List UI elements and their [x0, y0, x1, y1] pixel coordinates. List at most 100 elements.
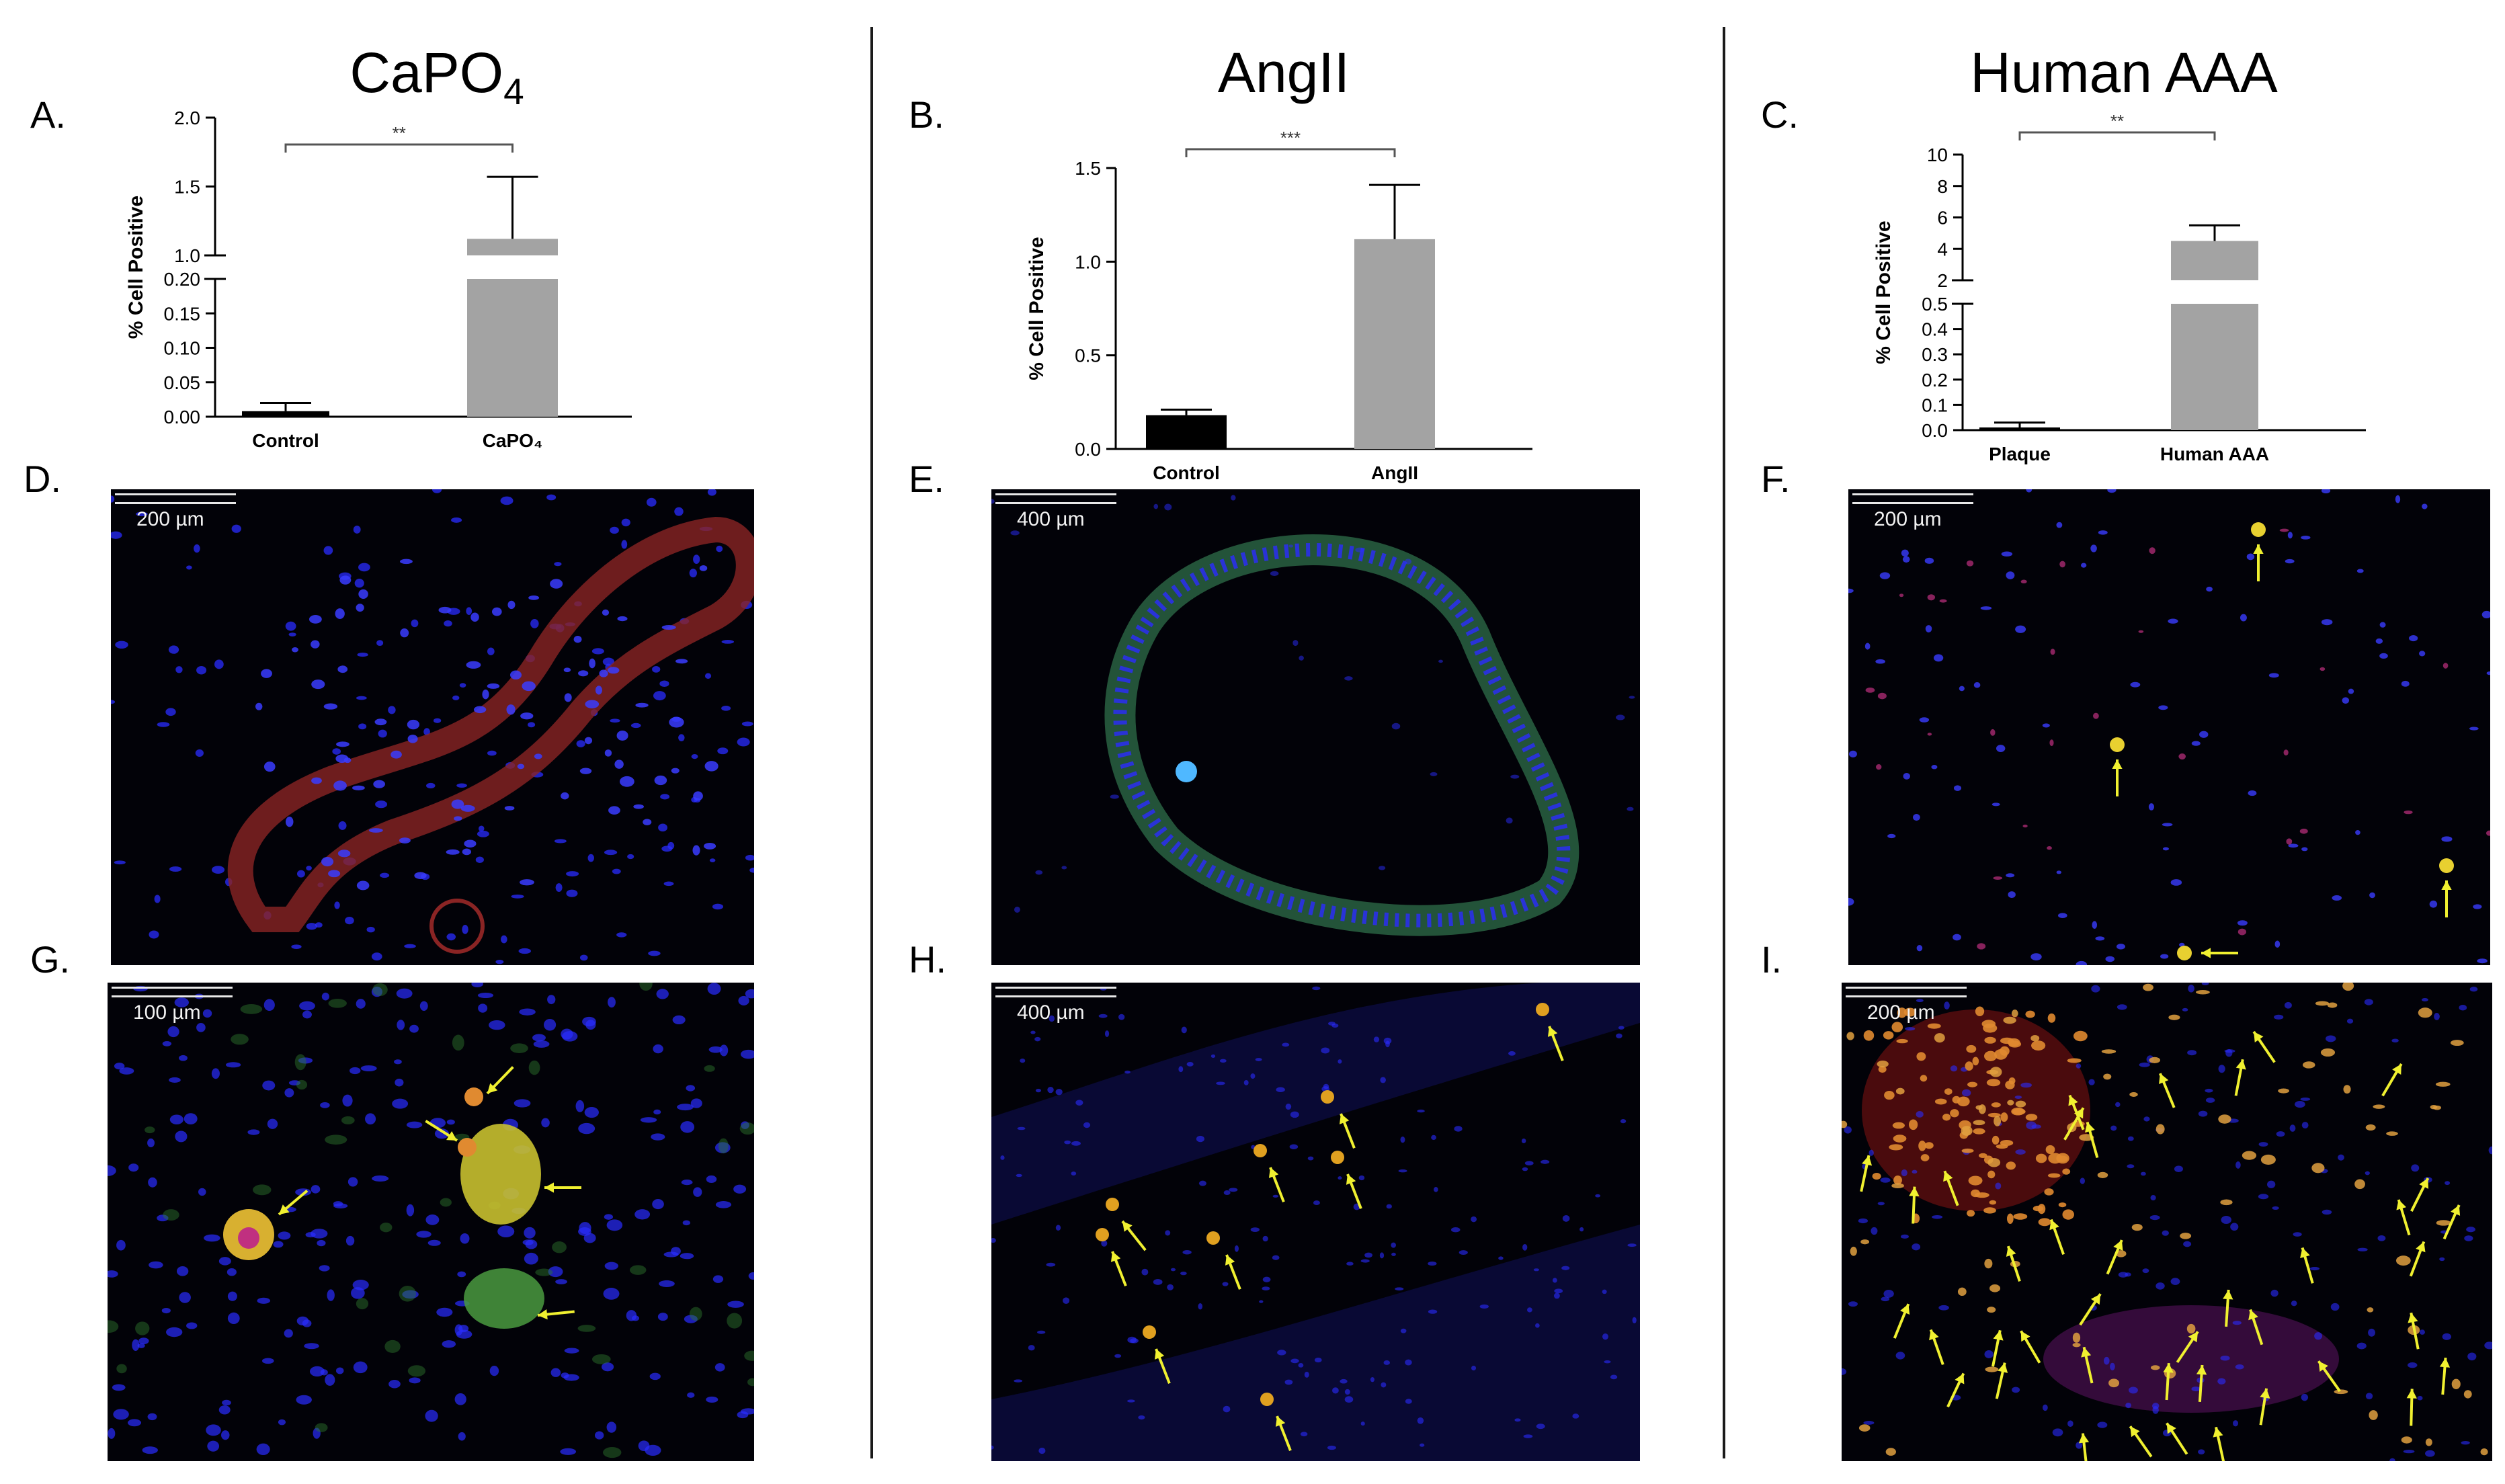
cell-dot: [350, 1067, 361, 1075]
cell-dot: [564, 1348, 579, 1354]
cell-dot: [1913, 814, 1920, 821]
cell-dot: [492, 607, 502, 616]
cell-dot: [2130, 682, 2141, 688]
cell-dot: [321, 857, 334, 867]
cell-dot: [2026, 489, 2032, 493]
cell-dot: [699, 565, 708, 571]
cell-dot: [1381, 1382, 1387, 1388]
cell-dot: [1895, 1087, 1905, 1095]
cell-dot: [2284, 1001, 2292, 1009]
cell-dot: [1292, 640, 1299, 647]
cell-dot: [1865, 687, 1875, 693]
arrow-head-icon: [1993, 1330, 2004, 1341]
cell-dot: [1358, 1175, 1365, 1181]
cell-dot: [2258, 1194, 2269, 1200]
cell-dot: [2248, 790, 2257, 796]
cell-dot: [1966, 1044, 1977, 1053]
cell-dot: [1938, 1305, 1949, 1311]
arrow-head-icon: [1929, 1329, 1939, 1341]
cell-dot: [599, 669, 608, 677]
cell-dot: [2056, 522, 2063, 528]
cell-dot: [1216, 1081, 1225, 1085]
cell-dot: [2299, 828, 2308, 834]
cell-dot: [1405, 1399, 1412, 1404]
cell-dot: [1327, 1445, 1336, 1450]
cell-dot: [627, 854, 634, 860]
cell-dot: [2230, 1223, 2239, 1231]
cell-dot: [174, 997, 189, 1007]
cell-dot: [1871, 1227, 1878, 1235]
cell-dot: [1553, 1292, 1560, 1299]
arrow-head-icon: [1909, 1186, 1920, 1196]
cell-dot: [296, 1395, 312, 1405]
panel-label-g: G.: [30, 938, 71, 981]
cell-dot: [2007, 1100, 2014, 1106]
cell-dot: [1521, 1139, 1526, 1143]
cell-dot: [669, 716, 684, 728]
cell-dot: [547, 995, 556, 1005]
cell-dot: [1880, 1178, 1891, 1183]
bar: [2171, 241, 2258, 280]
cell-dot: [2093, 712, 2099, 719]
cell-dot: [2395, 495, 2401, 503]
cell-dot: [991, 499, 995, 504]
cell-dot: [591, 648, 604, 655]
cell-dot: [311, 679, 325, 690]
arrow-head-icon: [2451, 1204, 2461, 1216]
y-tick-label: 1.0: [1075, 251, 1101, 272]
arrow-head-icon: [2441, 880, 2452, 891]
cell-dot: [1896, 1038, 1908, 1044]
cell-dot: [524, 1252, 538, 1265]
cell-dot: [1901, 549, 1909, 557]
cell-dot: [451, 517, 462, 523]
panel-label-e: E.: [909, 458, 944, 500]
arrow-head-icon: [2235, 1059, 2246, 1070]
cell-dot: [1875, 764, 1882, 770]
cell-dot: [1514, 1418, 1521, 1422]
cell-dot: [1846, 1032, 1854, 1040]
arrow-head-icon: [1275, 1416, 1286, 1427]
cell-dot: [231, 524, 241, 533]
cell-dot: [2191, 741, 2201, 746]
cell-dot: [2186, 1323, 2196, 1334]
scale-bar-label: 400 µm: [1017, 1001, 1085, 1024]
cell-dot: [407, 1365, 426, 1377]
cell-dot: [1899, 593, 1904, 597]
cell-dot: [2205, 1098, 2215, 1103]
cell-dot: [727, 1313, 743, 1329]
cell-dot: [675, 659, 688, 664]
cell-dot: [663, 881, 674, 887]
cell-dot: [288, 632, 296, 636]
cell-dot: [680, 1253, 694, 1260]
cell-dot: [604, 850, 618, 856]
cell-dot: [2170, 879, 2182, 886]
cell-dot: [524, 1227, 536, 1239]
cell-dot: [163, 1209, 179, 1221]
micrograph-i: 200 µm: [1842, 983, 2492, 1461]
cell-dot: [320, 1102, 330, 1108]
y-tick-label: 0.4: [1922, 319, 1948, 340]
cell-dot: [108, 1270, 118, 1278]
cell-dot: [1373, 1036, 1380, 1042]
cell-dot: [2022, 824, 2028, 828]
cell-dot: [2047, 1173, 2061, 1178]
cell-dot: [1164, 503, 1172, 511]
cell-dot: [2160, 954, 2169, 959]
cell-dot: [392, 1098, 409, 1109]
cell-dot: [1971, 1189, 1980, 1198]
cell-dot: [657, 1313, 668, 1321]
arrow-head-icon: [2223, 1290, 2233, 1300]
cell-dot: [1290, 1358, 1299, 1364]
cell-dot: [2049, 739, 2054, 747]
cell-dot: [1991, 1102, 2001, 1108]
cell-dot: [2442, 663, 2449, 669]
cell-dot: [214, 659, 224, 669]
cell-dot: [2035, 1153, 2047, 1163]
cell-dot: [116, 1239, 126, 1251]
cell-dot: [1579, 1227, 1584, 1232]
cell-dot: [1927, 1023, 1941, 1029]
cell-dot: [1552, 1278, 1557, 1283]
cell-dot: [2205, 1088, 2213, 1093]
cell-dot: [2422, 503, 2428, 509]
positive-cell: [1254, 1144, 1267, 1157]
